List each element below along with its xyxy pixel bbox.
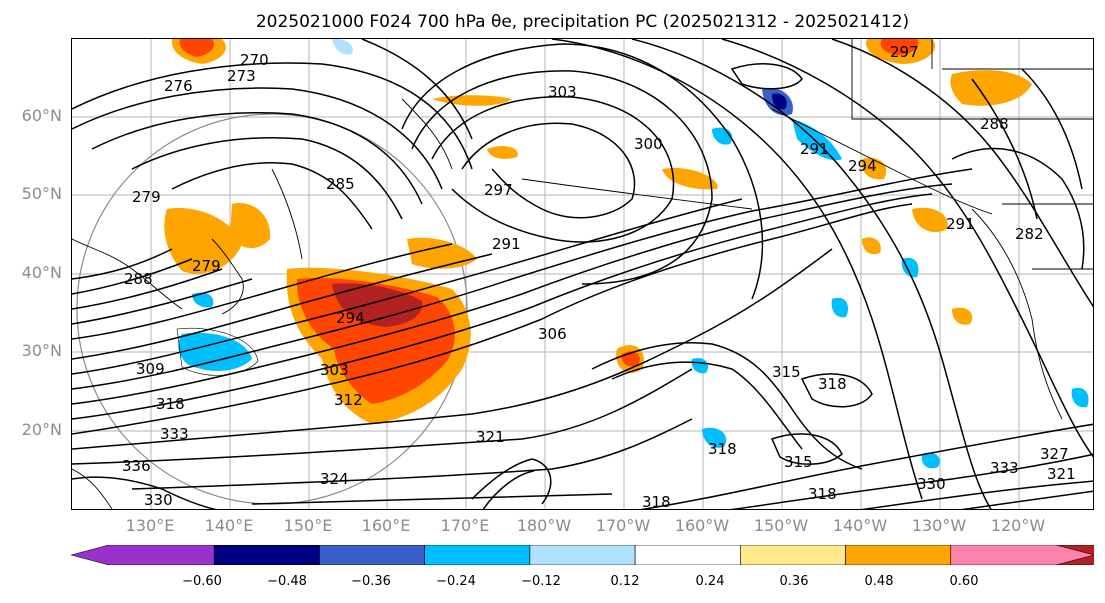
contour-label: 270 [240,51,269,69]
contour-label: 303 [320,361,349,379]
lon-label-180w: 180°W [516,516,572,535]
precip-negative-fills [176,39,1089,469]
contour-label: 333 [160,425,189,443]
theta-e-contours [72,39,1093,509]
lat-label-30n: 30°N [21,341,62,360]
colorbar-segment [950,545,1094,565]
lon-label-150w: 150°W [753,516,809,535]
contour-label: 330 [144,491,173,509]
lat-label-60n: 60°N [21,106,62,125]
contour-label: 327 [1040,445,1069,463]
lat-label-50n: 50°N [21,184,62,203]
contour-label: 315 [784,453,813,471]
lon-label-120w: 120°W [990,516,1046,535]
contour-label: 306 [538,325,567,343]
contour-label: 288 [980,115,1009,133]
contour-label: 303 [548,83,577,101]
contour-label: 282 [1015,225,1044,243]
coastlines [72,39,1093,509]
map-panel: 270 273 276 279 285 288 291 294 297 300 … [71,38,1094,510]
contour-label: 279 [132,188,161,206]
contour-label: 318 [818,375,847,393]
figure-title: 2025021000 F024 700 hPa θe, precipitatio… [255,12,910,32]
contour-label: 297 [890,43,919,61]
contour-label: 312 [334,391,363,409]
contour-label: 318 [808,485,837,503]
contour-label: 300 [634,135,663,153]
lat-label-40n: 40°N [21,263,62,282]
colorbar-tick: 0.12 [610,574,640,589]
contour-label: 294 [336,309,365,327]
contour-label: 318 [708,440,737,458]
contour-label: 273 [227,67,256,85]
colorbar [71,545,1094,565]
lon-label-150e: 150°E [283,516,333,535]
colorbar-segment [213,545,320,565]
contour-label: 315 [772,363,801,381]
contour-label: 297 [484,181,513,199]
lon-label-160w: 160°W [674,516,730,535]
contour-label: 276 [164,77,193,95]
colorbar-segment [71,545,215,565]
contour-label: 291 [492,235,521,253]
colorbar-segment [319,545,425,565]
colorbar-segment [740,545,846,565]
colorbar-tick: −0.12 [521,574,561,589]
colorbar-tick: −0.60 [182,574,222,589]
lon-label-130w: 130°W [911,516,967,535]
contour-label: 321 [1047,465,1076,483]
lon-label-170w: 170°W [595,516,651,535]
colorbar-tick: 0.24 [695,574,725,589]
precip-positive-fills [164,39,1032,424]
contour-label-group: 270 273 276 279 285 288 291 294 297 300 … [122,43,1076,510]
colorbar-tick: −0.48 [267,574,307,589]
colorbar-tick: 0.36 [779,574,809,589]
contour-label: 324 [320,470,349,488]
lon-label-170e: 170°E [440,516,490,535]
contour-label: 336 [122,457,151,475]
map-canvas: 270 273 276 279 285 288 291 294 297 300 … [72,39,1093,510]
lon-label-140e: 140°E [204,516,254,535]
contour-label: 294 [848,157,877,175]
colorbar-segment [424,545,531,565]
contour-label: 330 [917,475,946,493]
contour-label: 291 [800,140,829,158]
lon-label-140w: 140°W [832,516,888,535]
contour-label: 333 [990,459,1019,477]
lon-label-160e: 160°E [361,516,411,535]
contour-label: 309 [136,360,165,378]
colorbar-tick: 0.60 [949,574,979,589]
colorbar-tick: −0.24 [436,574,476,589]
contour-label: 279 [192,257,221,275]
lon-label-130e: 130°E [125,516,175,535]
lat-label-20n: 20°N [21,420,62,439]
colorbar-segment [845,545,952,565]
colorbar-tick: 0.48 [864,574,894,589]
graticule [72,39,1093,509]
contour-label: 318 [156,395,185,413]
colorbar-segment [634,545,741,565]
contour-label: 285 [326,175,355,193]
colorbar-tick: −0.36 [351,574,391,589]
colorbar-segments [71,545,1094,565]
contour-label: 291 [946,215,975,233]
contour-label: 321 [476,428,505,446]
contour-label: 288 [124,270,153,288]
contour-label: 318 [642,493,671,510]
colorbar-segment [529,545,636,565]
